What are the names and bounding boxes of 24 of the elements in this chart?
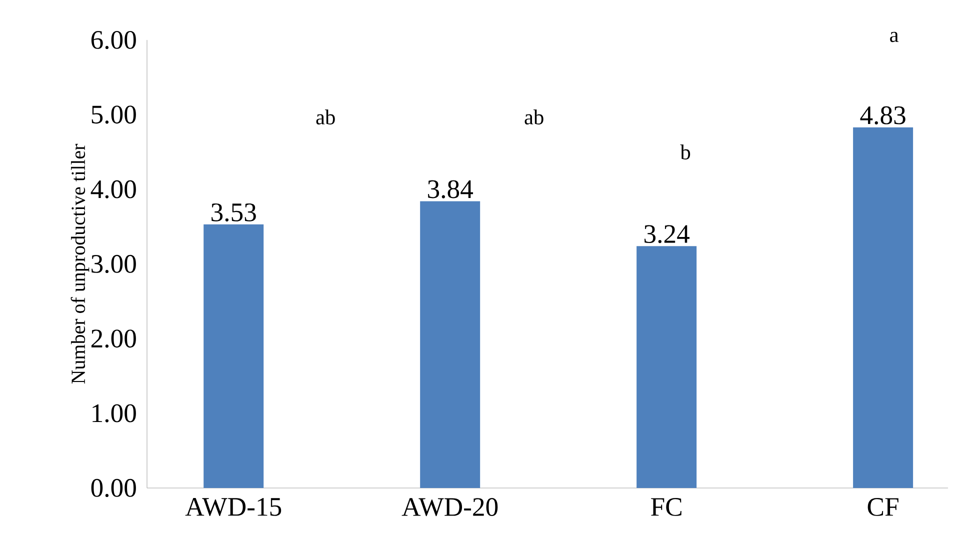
y-tick-label: 5.00: [92, 106, 136, 124]
y-tick-label: 3.00: [92, 254, 136, 274]
data-label: 3.24: [644, 225, 690, 244]
y-tick-label: 2.00: [91, 330, 136, 348]
annotation: ab: [316, 109, 335, 124]
y-tick-label: 0.00: [91, 478, 136, 498]
bar: [853, 127, 914, 488]
bar: [204, 224, 264, 488]
x-tick-label: AWD-15: [185, 498, 282, 516]
x-tick-label: FC: [651, 498, 682, 516]
y-axis-title: Number of unproductive tiller: [70, 144, 90, 384]
x-tick-label: CF: [868, 498, 898, 516]
x-tick-label: AWD-20: [402, 498, 498, 516]
data-label: 3.84: [428, 180, 474, 198]
annotation: a: [890, 32, 898, 42]
y-tick-label: 1.00: [92, 404, 136, 422]
data-label: 4.83: [860, 106, 906, 124]
annotation: ab: [524, 109, 544, 124]
data-label: 3.53: [212, 203, 256, 222]
bar: [636, 246, 697, 488]
annotation: b: [680, 144, 690, 160]
y-tick-label: 4.00: [90, 180, 136, 198]
y-tick-label: 6.00: [91, 30, 136, 50]
bar: [420, 201, 480, 488]
